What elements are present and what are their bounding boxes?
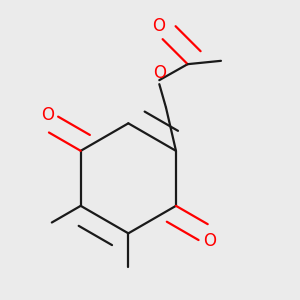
Text: O: O (203, 232, 216, 250)
Text: O: O (41, 106, 54, 124)
Text: O: O (153, 64, 166, 82)
Text: O: O (152, 17, 165, 35)
